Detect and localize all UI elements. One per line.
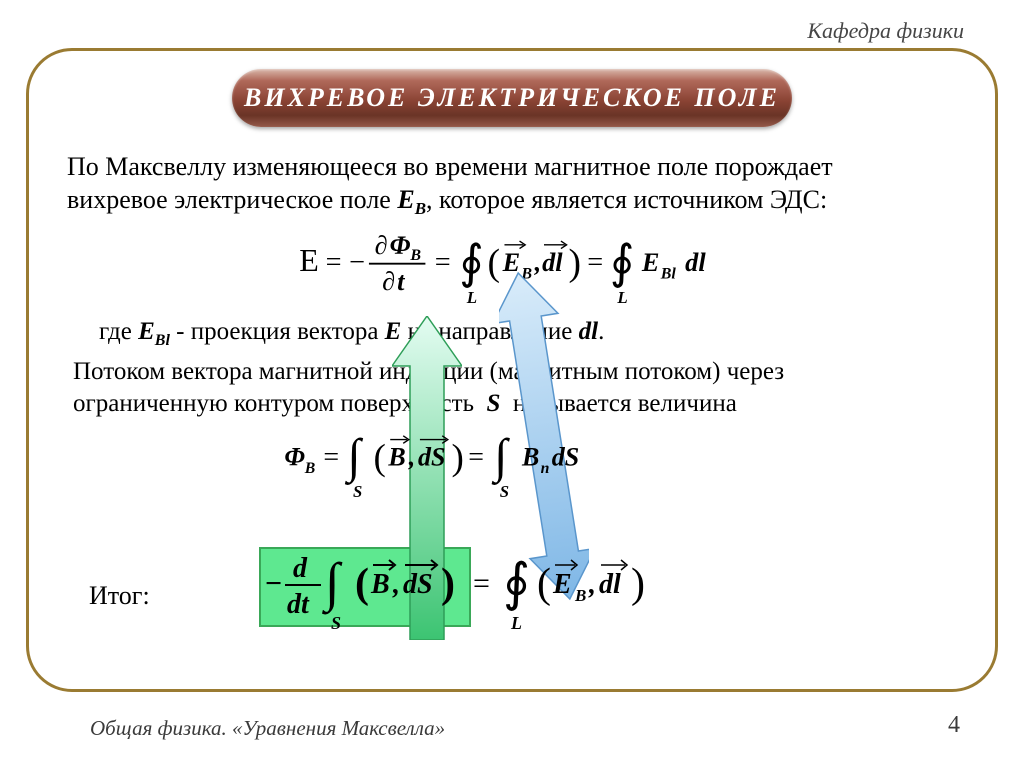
- eq2-Bvec: B: [387, 443, 405, 472]
- eq1-emf: E: [299, 242, 319, 278]
- eq1-phiB: B: [409, 247, 421, 264]
- eq1-L1: L: [466, 288, 477, 306]
- para1-Bsub: B: [415, 199, 426, 218]
- eq1-BlSub: Bl: [660, 266, 677, 283]
- eq2-eq1: =: [323, 442, 339, 473]
- para1-line1: По Максвеллу изменяющееся во времени маг…: [67, 152, 833, 181]
- result-label: Итог:: [89, 581, 150, 611]
- eq3-Evec: E: [552, 569, 572, 600]
- where-Bl: Bl: [155, 332, 170, 349]
- eq3-S: S: [331, 613, 341, 633]
- eq1-eq2: =: [435, 247, 451, 278]
- eq3-lp2: (: [537, 561, 551, 607]
- eq3-rp2: ): [631, 561, 645, 607]
- title-pill: ВИХРЕВОЕ ЭЛЕКТРИЧЕСКОЕ ПОЛЕ: [232, 69, 792, 127]
- eq1-dl2: dl: [685, 248, 706, 277]
- para1-E: E: [397, 185, 414, 214]
- eq1-partial1: ∂: [375, 231, 388, 260]
- eq1-oint1: ∮: [459, 237, 484, 289]
- where-mid: - проекция вектора: [170, 318, 385, 345]
- eq1-EBl: E: [641, 248, 660, 277]
- eq1-partial2: ∂: [382, 267, 395, 296]
- eq1-L2: L: [616, 288, 627, 306]
- eq2-eq2: =: [468, 442, 484, 473]
- eq3-dt: dt: [287, 589, 310, 620]
- page-number: 4: [948, 712, 960, 739]
- eq2-Bn: B: [521, 443, 539, 472]
- eq3-rp1: ): [441, 561, 455, 607]
- eq3-L: L: [510, 613, 522, 633]
- equation-flux: Φ B = ∫ S ( B , dS ) = ∫ S B n dS: [269, 421, 699, 499]
- where-dot: .: [598, 318, 604, 345]
- eq1-minus: −: [349, 247, 365, 278]
- eq2-phi: Φ: [284, 443, 305, 472]
- where-word: где: [99, 318, 138, 345]
- content-frame: ВИХРЕВОЕ ЭЛЕКТРИЧЕСКОЕ ПОЛЕ По Максвеллу…: [26, 48, 998, 692]
- eq3-Bvec: B: [370, 569, 390, 600]
- eq3-minus: −: [265, 567, 282, 600]
- eq2-S1: S: [353, 482, 362, 499]
- eq1-t: t: [397, 267, 405, 296]
- eq2-int2: ∫: [491, 430, 510, 485]
- eq3-oint: ∮: [503, 555, 530, 612]
- where-E: E: [138, 318, 155, 345]
- eq3-EvB: B: [574, 586, 586, 605]
- eq2-S2: S: [500, 482, 509, 499]
- para1-line2b: , которое является источником ЭДС:: [426, 185, 827, 214]
- eq2-phiB: B: [304, 460, 316, 477]
- eq3-comma2: ,: [588, 569, 596, 600]
- department-label: Кафедра физики: [807, 18, 964, 44]
- eq3-int: ∫: [322, 552, 343, 615]
- eq2-comma: ,: [408, 443, 416, 472]
- eq2-dS: dS: [552, 443, 579, 472]
- footer-course: Общая физика. «Уравнения Максвелла»: [90, 716, 445, 741]
- eq3-eq: =: [473, 567, 490, 600]
- eq1-eq3: =: [587, 247, 603, 278]
- eq2-int1: ∫: [345, 430, 364, 485]
- intro-paragraph: По Максвеллу изменяющееся во времени маг…: [67, 151, 967, 219]
- eq3-lp1: (: [355, 561, 369, 607]
- eq3-dSvec: dS: [403, 569, 433, 600]
- eq2-lp: (: [374, 437, 386, 478]
- equation-result: − d dt ∫ S ( B , dS ) = ∮ L ( E B ,: [259, 543, 739, 633]
- eq1-phi: Φ: [390, 231, 411, 260]
- eq1-eq1: =: [326, 247, 342, 278]
- eq2-dSvec: dS: [418, 443, 445, 472]
- eq1-oint2: ∮: [610, 237, 635, 289]
- eq3-dlvec: dl: [599, 569, 621, 600]
- title-text: ВИХРЕВОЕ ЭЛЕКТРИЧЕСКОЕ ПОЛЕ: [244, 83, 780, 113]
- eq3-comma1: ,: [392, 569, 400, 600]
- eq3-d: d: [293, 553, 308, 584]
- para1-line2a: вихревое электрическое поле: [67, 185, 397, 214]
- eq2-rp: ): [452, 437, 464, 478]
- eq2-n: n: [541, 460, 550, 477]
